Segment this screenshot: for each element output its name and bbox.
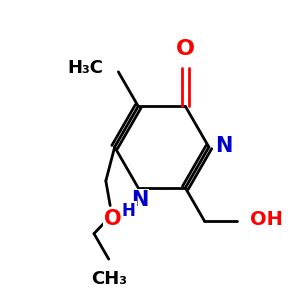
- Text: OH: OH: [250, 210, 283, 229]
- Text: H₃C: H₃C: [68, 59, 104, 77]
- Text: O: O: [176, 39, 195, 58]
- Text: CH₃: CH₃: [91, 270, 127, 288]
- Text: O: O: [104, 209, 121, 229]
- Text: N: N: [131, 190, 148, 210]
- Text: N: N: [215, 136, 233, 156]
- Text: H: H: [122, 202, 136, 220]
